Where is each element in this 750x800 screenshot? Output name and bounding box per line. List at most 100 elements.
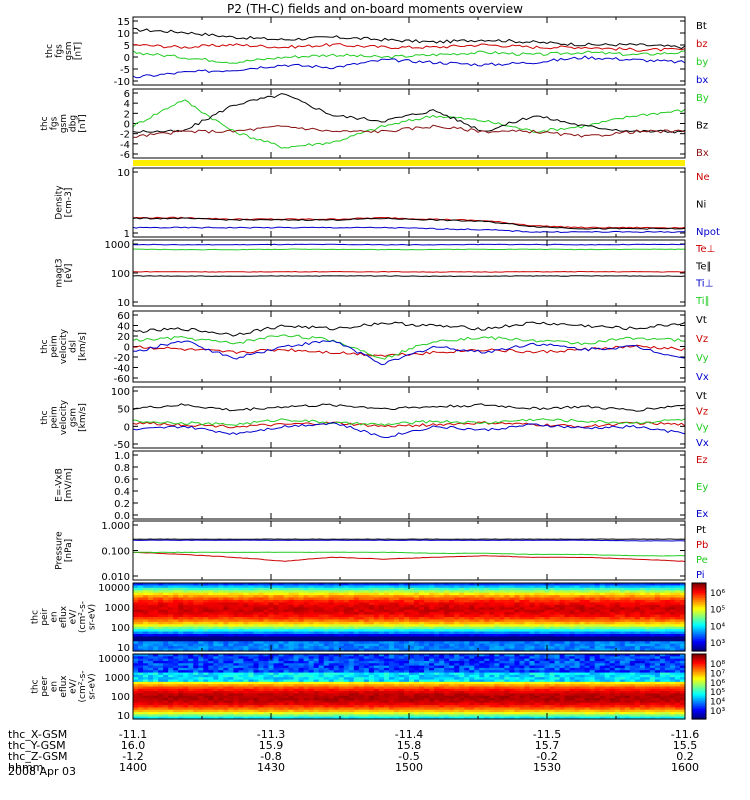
heatmap-cell xyxy=(539,648,546,652)
heatmap-cell xyxy=(373,641,380,645)
colorbar-swatch xyxy=(692,630,706,633)
heatmap-cell xyxy=(243,590,250,594)
heatmap-cell xyxy=(393,600,400,604)
heatmap-cell xyxy=(494,609,500,613)
heatmap-cell xyxy=(569,641,576,645)
heatmap-cell xyxy=(188,612,194,616)
heatmap-cell xyxy=(479,670,485,674)
heatmap-cell xyxy=(263,663,270,667)
heatmap-cell xyxy=(509,607,515,611)
heatmap-cell xyxy=(674,677,681,681)
heatmap-cell xyxy=(143,587,149,591)
heatmap-cell xyxy=(273,595,280,599)
heatmap-cell xyxy=(373,587,380,591)
heatmap-cell xyxy=(499,638,505,642)
series-line-Vx xyxy=(132,340,686,366)
heatmap-cell xyxy=(679,602,686,606)
heatmap-cell xyxy=(133,612,139,616)
heatmap-cell xyxy=(619,604,626,608)
heatmap-cell xyxy=(619,612,626,616)
heatmap-cell xyxy=(554,590,561,594)
heatmap-cell xyxy=(464,624,470,628)
heatmap-cell xyxy=(303,617,310,621)
heatmap-cell xyxy=(584,641,591,645)
heatmap-cell xyxy=(163,621,169,625)
heatmap-cell xyxy=(258,621,265,625)
heatmap-cell xyxy=(529,609,536,613)
heatmap-cell xyxy=(233,602,239,606)
heatmap-cell xyxy=(343,648,350,652)
heatmap-cell xyxy=(298,672,305,676)
heatmap-cell xyxy=(283,604,290,608)
heatmap-cell xyxy=(444,658,450,662)
heatmap-cell xyxy=(288,590,295,594)
heatmap-cell xyxy=(388,609,395,613)
heatmap-cell xyxy=(419,641,425,645)
heatmap-cell xyxy=(268,614,275,618)
heatmap-cell xyxy=(429,592,435,596)
colorbar-swatch xyxy=(692,603,706,606)
heatmap-cell xyxy=(474,590,480,594)
heatmap-cell xyxy=(589,656,596,660)
heatmap-cell xyxy=(589,634,596,638)
heatmap-cell xyxy=(298,619,305,623)
heatmap-cell xyxy=(654,656,661,660)
heatmap-cell xyxy=(514,621,520,625)
heatmap-cell xyxy=(238,648,244,652)
heatmap-cell xyxy=(564,600,571,604)
heatmap-cell xyxy=(313,672,320,676)
heatmap-cell xyxy=(659,597,666,601)
heatmap-cell xyxy=(338,583,345,587)
heatmap-cell xyxy=(343,665,350,669)
heatmap-cell xyxy=(604,674,611,678)
heatmap-cell xyxy=(429,609,435,613)
heatmap-cell xyxy=(649,597,656,601)
heatmap-cell xyxy=(474,626,480,630)
heatmap-cell xyxy=(388,585,395,589)
heatmap-cell xyxy=(383,624,390,628)
heatmap-cell xyxy=(338,626,345,630)
heatmap-cell xyxy=(238,654,244,657)
heatmap-cell xyxy=(258,681,265,685)
heatmap-cell xyxy=(193,600,199,604)
heatmap-cell xyxy=(624,663,631,667)
heatmap-cell xyxy=(429,670,435,674)
heatmap-cell xyxy=(559,600,566,604)
heatmap-cell xyxy=(574,614,581,618)
heatmap-cell xyxy=(484,612,490,616)
heatmap-cell xyxy=(454,670,460,674)
heatmap-cell xyxy=(649,660,656,664)
heatmap-cell xyxy=(228,672,234,676)
heatmap-cell xyxy=(674,597,681,601)
heatmap-cell xyxy=(564,590,571,594)
heatmap-cell xyxy=(624,658,631,662)
heatmap-cell xyxy=(474,631,480,635)
y-tick-label: 10 xyxy=(117,643,130,654)
heatmap-cell xyxy=(649,585,656,589)
heatmap-cell xyxy=(624,646,631,650)
heatmap-cell xyxy=(138,636,144,640)
heatmap-cell xyxy=(353,648,360,652)
heatmap-cell xyxy=(474,607,480,611)
heatmap-cell xyxy=(514,643,520,647)
heatmap-cell xyxy=(459,597,465,601)
heatmap-cell xyxy=(504,674,510,678)
heatmap-cell xyxy=(403,592,410,596)
heatmap-cell xyxy=(303,648,310,652)
heatmap-cell xyxy=(243,614,250,618)
heatmap-cell xyxy=(288,597,295,601)
heatmap-cell xyxy=(524,660,531,664)
heatmap-cell xyxy=(278,654,285,657)
heatmap-cell xyxy=(143,592,149,596)
colorbar-swatch xyxy=(692,635,706,638)
heatmap-cell xyxy=(629,665,636,669)
heatmap-cell xyxy=(358,654,365,657)
heatmap-cell xyxy=(168,614,174,618)
heatmap-cell xyxy=(674,583,681,587)
heatmap-cell xyxy=(474,658,480,662)
heatmap-cell xyxy=(429,665,435,669)
heatmap-cell xyxy=(383,656,390,660)
heatmap-cell xyxy=(223,604,229,608)
heatmap-cell xyxy=(173,597,179,601)
heatmap-cell xyxy=(263,670,270,674)
